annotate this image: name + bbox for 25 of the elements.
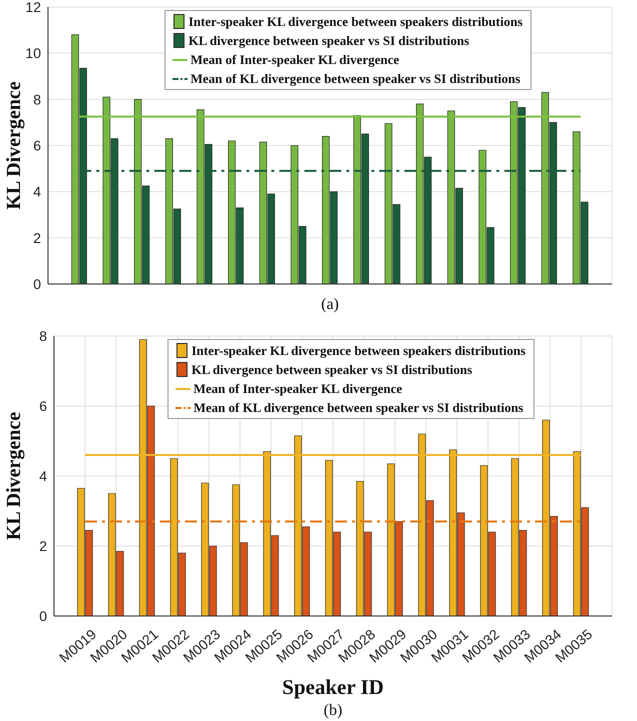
legend-label: Mean of Inter-speaker KL divergence (190, 51, 400, 69)
text: (b) (324, 702, 342, 720)
y-tick-label: 8 (33, 91, 42, 108)
legend-label: Inter-speaker KL divergence between speakers distributions (191, 342, 526, 360)
y-axis-title: KL Divergence (3, 412, 25, 540)
y-tick-label: 12 (25, 0, 42, 15)
y-tick-label: 0 (39, 608, 48, 624)
legend-label: Mean of KL divergence between speaker vs SI distributions (190, 70, 520, 88)
y-tick-label: 8 (39, 328, 48, 344)
y-tick-label: 6 (39, 398, 48, 414)
y-axis-title: KL Divergence (3, 81, 25, 210)
legend-label: Mean of Inter-speaker KL divergence (193, 380, 402, 398)
legend-label: Inter-speaker KL divergence between speakers distributions (188, 13, 523, 31)
x-axis-title: Speaker ID (282, 675, 384, 699)
y-tick-label: 0 (33, 276, 42, 292)
legend-label: KL divergence between speaker vs SI distributions (188, 32, 470, 50)
legend-label: Mean of KL divergence between speaker vs SI distributions (193, 399, 524, 417)
y-tick-label: 4 (39, 468, 48, 484)
legend-label: KL divergence between speaker vs SI distributions (191, 361, 472, 379)
text: (a) (321, 296, 339, 314)
y-tick-label: 10 (25, 45, 42, 62)
y-tick-label: 2 (39, 538, 48, 554)
y-tick-label: 6 (33, 137, 42, 154)
y-tick-label: 4 (33, 184, 42, 200)
y-tick-label: 2 (33, 230, 42, 246)
